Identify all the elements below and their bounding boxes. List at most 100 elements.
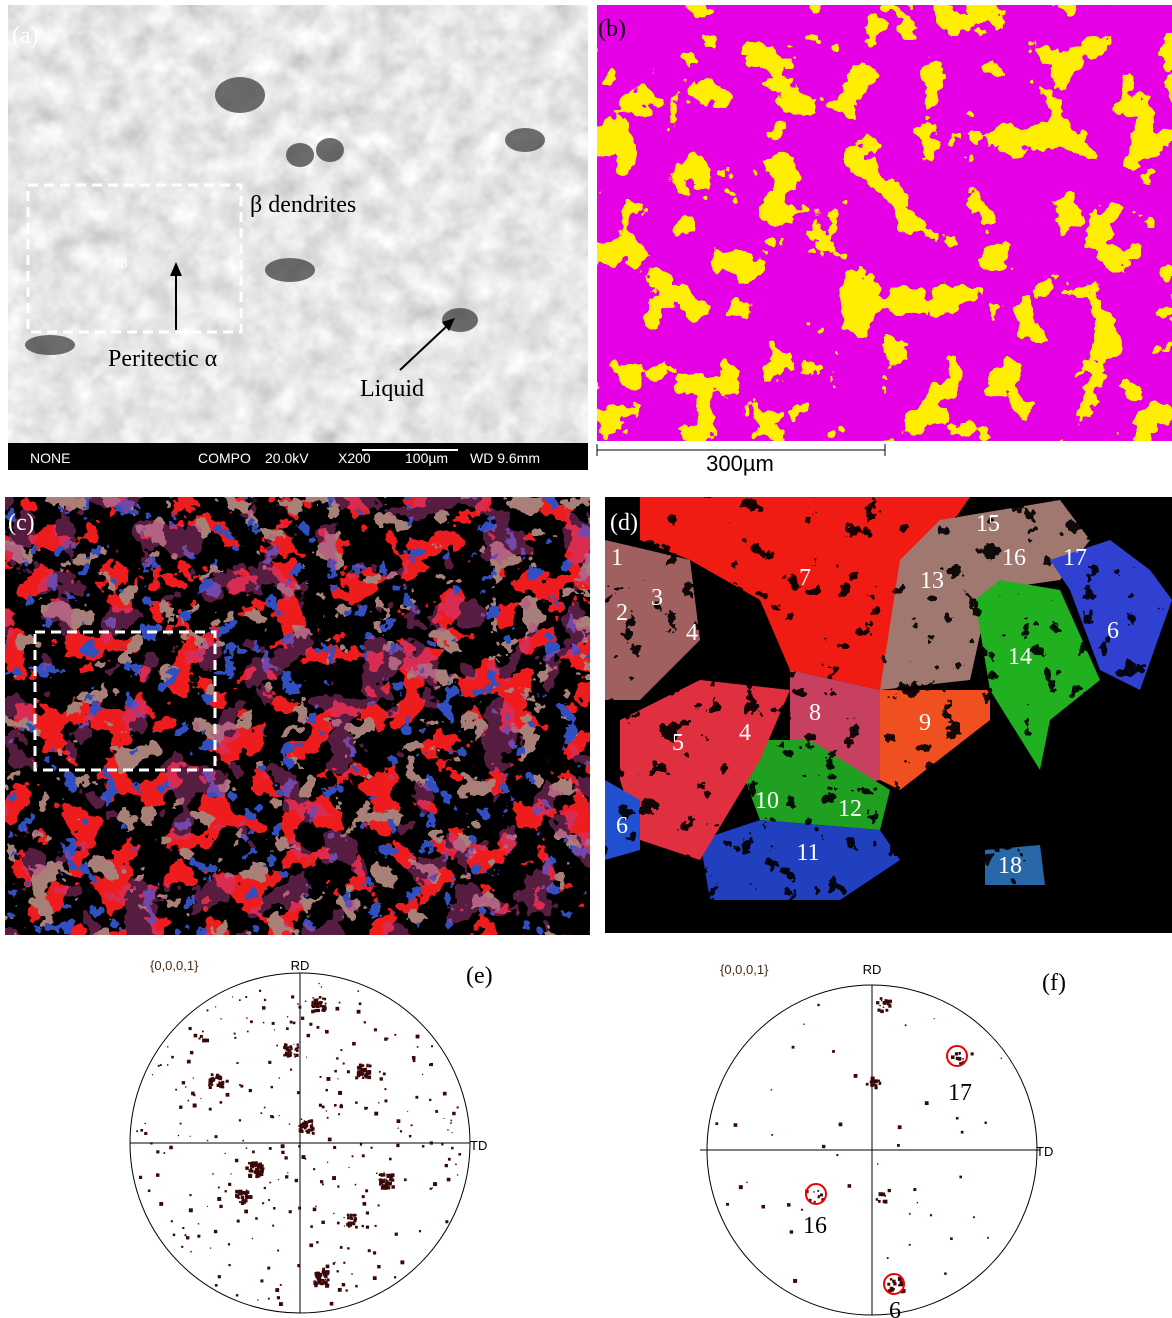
- pole-point: [326, 1276, 328, 1278]
- pole-point: [281, 1151, 284, 1154]
- pole-point: [378, 1204, 380, 1206]
- pole-point: [255, 1169, 257, 1171]
- pole-point: [387, 1175, 388, 1176]
- pole-point: [236, 1294, 238, 1296]
- pole-point: [343, 1063, 345, 1065]
- pole-point: [879, 1005, 880, 1006]
- pole-point: [366, 1064, 367, 1065]
- pole-point: [280, 1284, 282, 1286]
- pole-point: [429, 1099, 431, 1101]
- pole-point: [362, 1225, 364, 1227]
- pole-point: [313, 1208, 317, 1212]
- grain-label: 18: [998, 853, 1022, 879]
- pole-point: [457, 1106, 459, 1108]
- pole-point: [376, 1173, 377, 1174]
- pole-point: [281, 1144, 285, 1148]
- pole-point: [242, 1140, 244, 1142]
- pole-point: [267, 1267, 270, 1270]
- pole-point: [391, 1185, 394, 1188]
- pole-point: [187, 1060, 191, 1064]
- pole-point: [801, 1209, 803, 1211]
- pole-point: [300, 1130, 303, 1133]
- pole-point: [363, 1202, 367, 1206]
- pole-point: [956, 1117, 959, 1120]
- grain-label: 5: [672, 730, 684, 756]
- pole-point: [435, 1110, 438, 1113]
- pole-point: [215, 1135, 218, 1138]
- pole-point: [236, 1062, 238, 1064]
- pole-point: [298, 1006, 301, 1009]
- pole-point: [883, 1200, 886, 1203]
- pole-point: [898, 1125, 902, 1129]
- pole-point: [272, 1225, 274, 1227]
- pole-point: [234, 1037, 236, 1039]
- pole-point: [333, 1262, 335, 1264]
- pole-point: [178, 1135, 179, 1136]
- pole-point: [257, 1299, 258, 1300]
- pole-point: [139, 1176, 142, 1179]
- pole-point: [335, 1007, 339, 1011]
- pole-point: [888, 1189, 891, 1192]
- pole-point: [225, 1081, 227, 1083]
- pole-point: [215, 1006, 216, 1007]
- pole-point: [273, 1207, 276, 1210]
- pole-point: [246, 1017, 247, 1018]
- pole-point: [353, 1219, 356, 1222]
- pole-point: [260, 1165, 263, 1168]
- pole-point: [350, 1217, 353, 1220]
- pole-point: [228, 1183, 231, 1186]
- pole-point: [140, 1129, 143, 1132]
- pole-point: [887, 1257, 889, 1259]
- pole-point: [235, 1190, 239, 1194]
- pole-point: [186, 1236, 189, 1239]
- grain-label: 10: [755, 788, 779, 814]
- grain-label: 2: [616, 600, 628, 626]
- pole-point: [163, 1152, 165, 1154]
- pole-point: [876, 1001, 879, 1004]
- pole-point: [787, 1203, 790, 1206]
- pole-point: [208, 1084, 210, 1086]
- pole-point: [276, 1045, 278, 1047]
- pole-point: [333, 1213, 334, 1214]
- pole-point: [202, 1031, 204, 1033]
- pole-point: [389, 1178, 392, 1181]
- pole-point: [879, 1202, 880, 1203]
- pole-point: [189, 1194, 191, 1196]
- pole-point: [873, 1077, 874, 1078]
- pole-point: [337, 1270, 339, 1272]
- grain-label: 6: [616, 813, 628, 839]
- pole-point: [336, 1057, 338, 1059]
- pole-point: [447, 1178, 451, 1182]
- pole-point: [306, 1125, 308, 1127]
- pole-point: [239, 1190, 243, 1194]
- pole-point: [242, 1191, 245, 1194]
- pole-point: [269, 1147, 272, 1150]
- pole-point: [409, 1135, 411, 1137]
- plane-label: {0,0,0,1}: [150, 958, 199, 973]
- pole-point: [239, 1119, 241, 1121]
- pole-point: [290, 1069, 292, 1071]
- pole-point: [167, 1064, 168, 1065]
- pole-point: [312, 1005, 315, 1008]
- pole-point: [364, 1021, 366, 1023]
- pole-point: [194, 1034, 198, 1038]
- pole-point: [342, 1283, 345, 1286]
- pole-point: [362, 1064, 365, 1067]
- grain-label: 17: [948, 1080, 972, 1106]
- pole-point: [297, 1046, 299, 1048]
- pole-point: [389, 1182, 392, 1185]
- pole-point: [325, 1030, 329, 1034]
- pole-point: [182, 1081, 185, 1084]
- pole-point: [316, 1005, 319, 1008]
- pole-point: [369, 1065, 372, 1068]
- pole-point: [225, 1190, 227, 1192]
- pole-point: [905, 1024, 907, 1026]
- pole-point: [431, 1045, 433, 1047]
- pole-point: [207, 1009, 209, 1011]
- pole-point: [200, 1035, 203, 1038]
- pole-point: [184, 1234, 186, 1236]
- pole-point: [284, 1043, 286, 1045]
- pole-point: [332, 1176, 336, 1180]
- grain-label: 15: [976, 511, 1000, 537]
- pole-point: [246, 1148, 247, 1149]
